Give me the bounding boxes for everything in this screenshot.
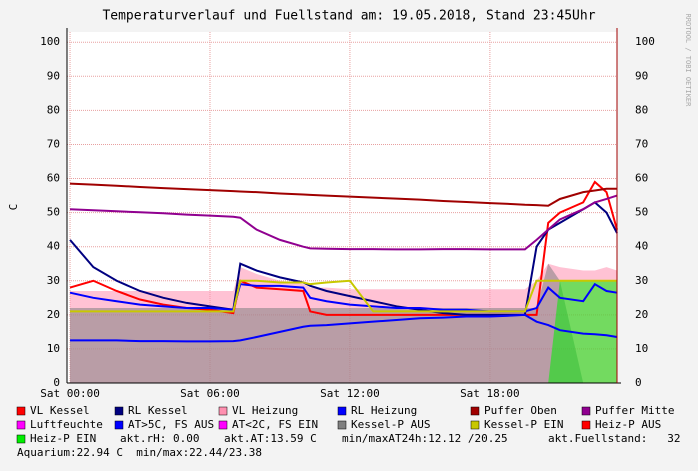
legend-label: VL Kessel [30, 404, 90, 417]
y-tick-label: 20 [47, 308, 60, 321]
legend-label: AT>5C, FS AUS [128, 418, 214, 431]
legend-label: Puffer Oben [484, 404, 557, 417]
info-text: akt.AT:13.59 C [224, 432, 317, 445]
info-text: akt.Fuellstand: 32 [548, 432, 680, 445]
legend-label: Heiz-P AUS [595, 418, 661, 431]
series-line [69, 182, 617, 207]
y2-tick-label: 80 [635, 103, 648, 116]
y2-tick-label: 90 [635, 69, 648, 82]
legend-swatch [337, 406, 347, 416]
legend-label: Heiz-P EIN [30, 432, 96, 445]
y2-tick-label: 10 [635, 342, 648, 355]
series-line [69, 194, 618, 251]
legend-swatch [218, 420, 228, 430]
chart-title: Temperaturverlauf und Fuellstand am: 19.… [102, 9, 595, 24]
y-tick-label: 100 [40, 35, 60, 48]
footer-text: Aquarium:22.94 C min/max:22.44/23.38 [17, 446, 262, 459]
y-axis-label: C [7, 204, 20, 211]
series-line [70, 279, 617, 313]
y2-tick-label: 100 [635, 35, 655, 48]
info-text: akt.rH: 0.00 [120, 432, 199, 445]
legend-label: Luftfeuchte [30, 418, 103, 431]
legend-label: Kessel-P EIN [484, 418, 563, 431]
legend-swatch [114, 420, 124, 430]
y-tick-label: 50 [47, 206, 60, 219]
y-tick-label: 80 [47, 103, 60, 116]
legend-swatch [114, 406, 124, 416]
legend-label: VL Heizung [232, 404, 298, 417]
legend-label: Puffer Mitte [595, 404, 674, 417]
y2-tick-label: 0 [635, 376, 642, 389]
y-tick-label: 40 [47, 240, 60, 253]
legend-swatch [470, 420, 480, 430]
y-tick-label: 0 [53, 376, 60, 389]
legend-swatch [337, 420, 347, 430]
y-tick-label: 60 [47, 172, 60, 185]
x-tick-label: Sat 00:00 [40, 387, 100, 400]
legend-swatch [16, 434, 26, 444]
series-area [70, 280, 618, 383]
legend-swatch [16, 406, 26, 416]
legend-swatch [581, 420, 591, 430]
y2-tick-label: 30 [635, 274, 648, 287]
legend-swatch [581, 406, 591, 416]
legend-swatch [16, 420, 26, 430]
watermark: RRDTOOL / TOBI OETIKER [684, 14, 692, 108]
x-tick-label: Sat 18:00 [460, 387, 520, 400]
legend-label: AT<2C, FS EIN [232, 418, 318, 431]
legend-label: RL Kessel [128, 404, 188, 417]
legend-label: RL Heizung [351, 404, 417, 417]
y-tick-label: 30 [47, 274, 60, 287]
legend-swatch [470, 406, 480, 416]
legend-swatch [218, 406, 228, 416]
y-tick-label: 70 [47, 137, 60, 150]
info-text: min/maxAT24h:12.12 /20.25 [342, 432, 508, 445]
x-tick-label: Sat 06:00 [180, 387, 240, 400]
y2-tick-label: 70 [635, 137, 648, 150]
series-line [70, 313, 618, 343]
series-line [69, 282, 618, 313]
y2-tick-label: 50 [635, 206, 648, 219]
y2-tick-label: 20 [635, 308, 648, 321]
y-tick-label: 90 [47, 69, 60, 82]
y-tick-label: 10 [47, 342, 60, 355]
legend-label: Kessel-P AUS [351, 418, 430, 431]
y2-tick-label: 60 [635, 172, 648, 185]
x-tick-label: Sat 12:00 [320, 387, 380, 400]
y2-tick-label: 40 [635, 240, 648, 253]
